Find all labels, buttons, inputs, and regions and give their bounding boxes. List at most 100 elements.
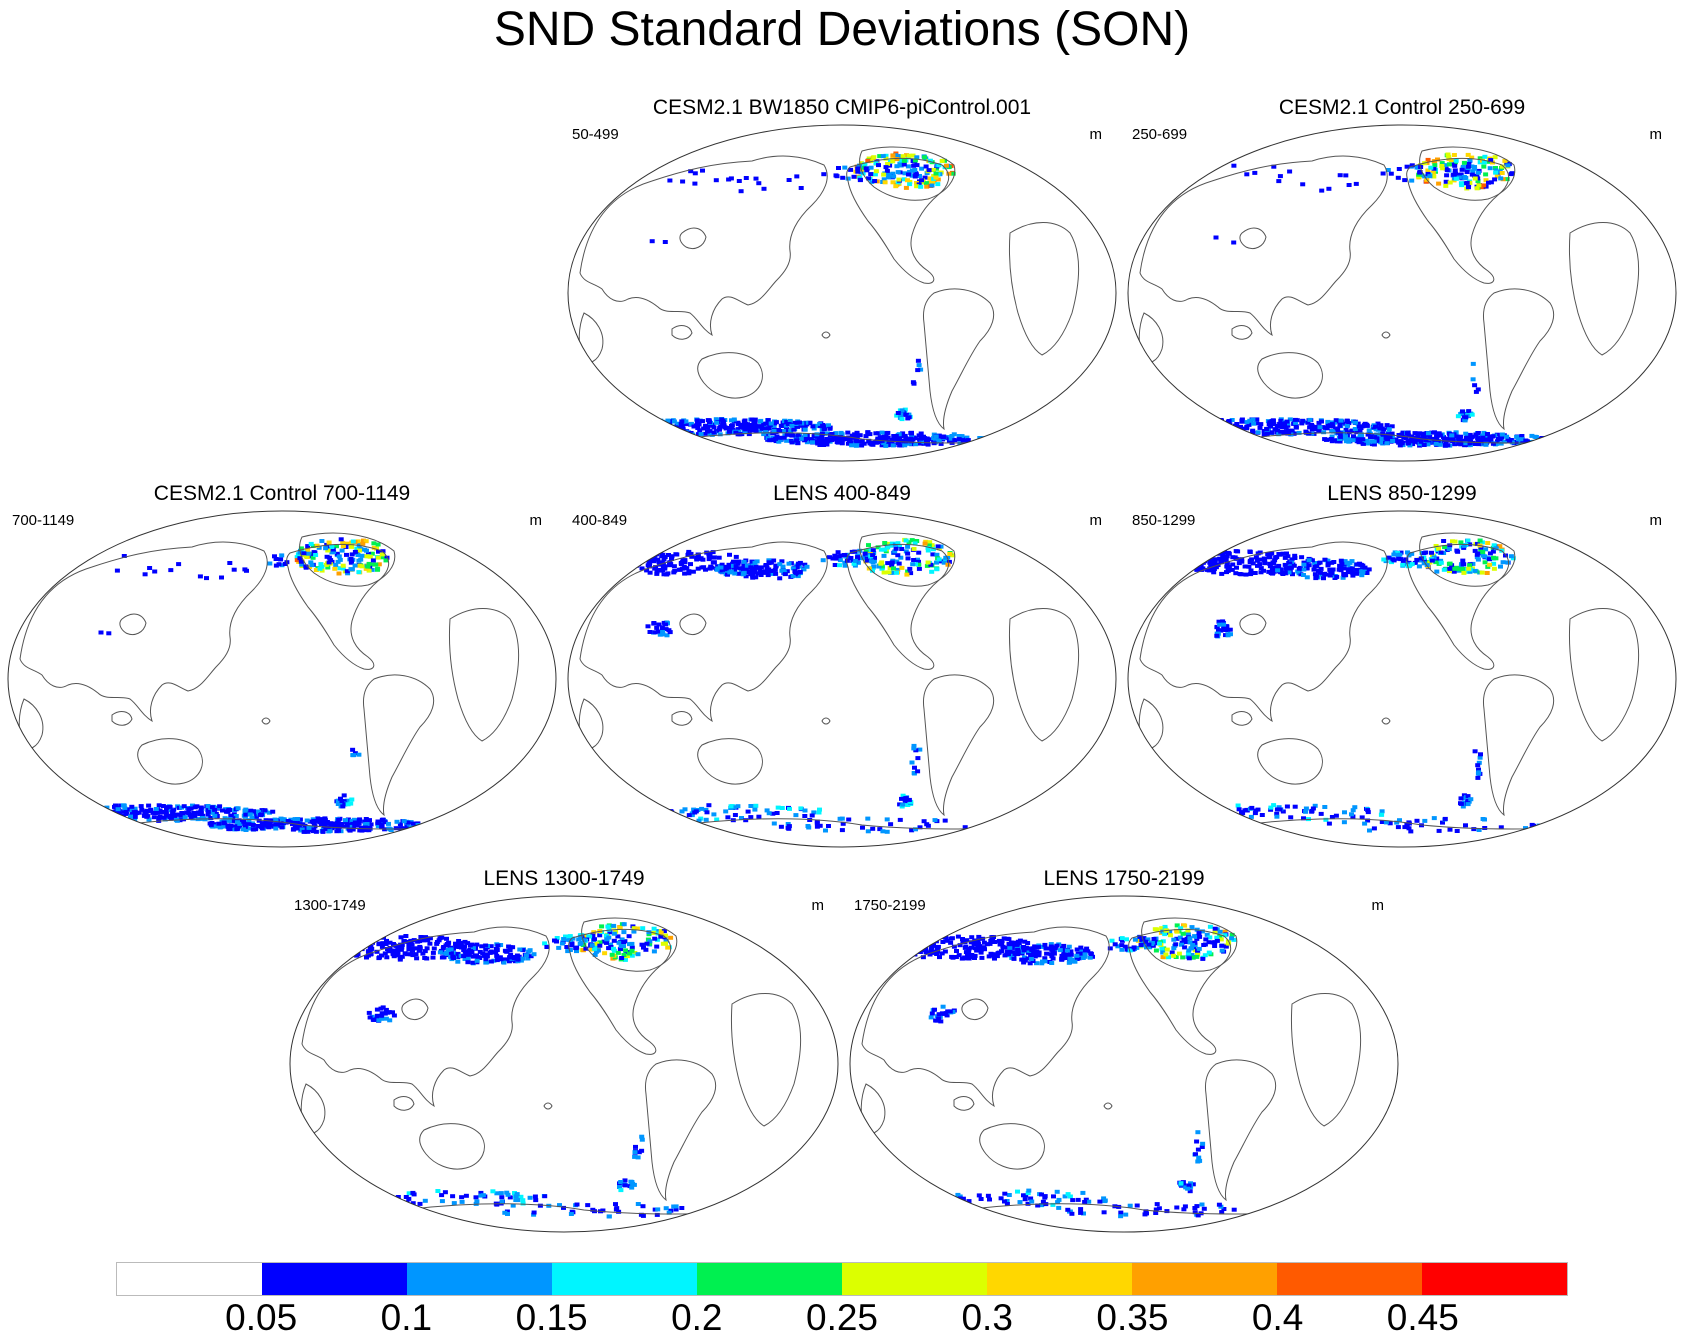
snow-cell	[1164, 422, 1170, 427]
snow-cell	[314, 543, 320, 548]
snow-cell	[218, 825, 224, 829]
snow-cell	[1462, 181, 1468, 186]
snow-cell	[1344, 424, 1350, 428]
snow-cell	[1250, 561, 1256, 566]
coastline	[286, 544, 390, 670]
snow-cell	[1310, 806, 1316, 811]
snow-cell	[736, 429, 742, 434]
snow-cell	[885, 561, 891, 566]
snow-cell	[1447, 569, 1452, 574]
snow-cell	[642, 429, 648, 434]
snow-cell	[1284, 804, 1290, 809]
snow-cell	[1288, 815, 1294, 820]
snow-cell	[1391, 552, 1397, 557]
snow-cell	[592, 946, 598, 951]
snow-cell	[1227, 817, 1233, 822]
snow-cell	[654, 944, 660, 949]
snow-cell	[1405, 441, 1411, 446]
coastlines	[578, 146, 1079, 446]
snow-cell	[334, 544, 339, 549]
snow-cell	[1491, 561, 1497, 566]
snow-cell	[1070, 1198, 1076, 1203]
snow-cell	[1346, 421, 1352, 426]
snow-cell	[357, 943, 363, 948]
snow-cell	[779, 559, 785, 564]
snow-cell	[574, 945, 580, 950]
snow-cell	[1338, 565, 1344, 570]
snow-cell	[504, 1190, 510, 1195]
snow-cell	[748, 804, 754, 808]
snow-cell	[338, 796, 343, 801]
snow-cell	[901, 162, 907, 167]
snow-cell	[391, 1013, 397, 1018]
snow-cell	[368, 952, 374, 957]
snow-cell	[944, 938, 950, 943]
snow-cell	[773, 564, 779, 569]
snow-cell	[1509, 440, 1515, 445]
snow-cell	[1222, 933, 1228, 938]
map-panel: LENS 1750-2199 1750-2199 m	[844, 866, 1404, 1234]
snow-cell	[1248, 572, 1254, 577]
snow-cell	[1454, 434, 1460, 439]
snow-cell	[367, 1015, 373, 1020]
snow-cell	[505, 1192, 511, 1197]
snow-cell	[488, 949, 494, 954]
snow-cell	[1384, 423, 1390, 428]
snow-cell	[1230, 555, 1236, 560]
snow-cell	[692, 810, 698, 815]
snow-cell	[1475, 436, 1481, 441]
snow-cell	[1177, 420, 1182, 425]
snow-cell	[1262, 561, 1268, 566]
snow-cell	[50, 810, 56, 815]
snow-cell	[225, 818, 231, 823]
snow-cell	[931, 943, 936, 948]
snow-cell	[634, 554, 640, 559]
snow-cell	[913, 562, 918, 567]
snow-cell	[1320, 425, 1326, 430]
snow-cell	[1339, 561, 1345, 566]
snow-cell	[627, 429, 633, 434]
snow-cell	[1409, 437, 1415, 441]
coastline	[1381, 331, 1391, 339]
snow-cell	[378, 1197, 383, 1201]
snow-cell	[802, 433, 808, 437]
snow-cell	[478, 1193, 484, 1198]
snow-cell	[1014, 944, 1020, 949]
snow-cell	[1474, 555, 1480, 560]
snow-cell	[40, 812, 46, 817]
snow-cell	[563, 934, 568, 939]
snow-cell	[849, 443, 855, 448]
snow-cell	[1352, 427, 1358, 431]
snow-cell	[934, 560, 939, 565]
snow-cell	[1229, 936, 1235, 941]
snow-cell	[96, 808, 102, 813]
snow-cell	[888, 822, 894, 827]
snow-cell	[885, 430, 891, 435]
snow-cell	[370, 1017, 376, 1022]
snow-cell	[1312, 561, 1318, 565]
snow-cell	[765, 418, 771, 423]
snow-cell	[1475, 557, 1481, 562]
snow-cell	[1353, 181, 1359, 186]
snow-cell	[1458, 801, 1464, 806]
snow-cell	[1466, 566, 1472, 571]
snow-cell	[763, 427, 769, 431]
snow-cell	[1480, 435, 1486, 440]
snow-cell	[1353, 420, 1358, 425]
snow-cell	[396, 1200, 402, 1205]
snow-cell	[1347, 560, 1353, 565]
snow-cell	[1215, 426, 1221, 431]
snow-cell	[1210, 810, 1216, 815]
snow-cell	[474, 958, 480, 963]
snow-cell	[662, 240, 668, 244]
snow-cell	[517, 947, 523, 952]
snow-cell	[611, 931, 617, 936]
snow-cell	[827, 426, 833, 431]
snow-cell	[749, 417, 755, 422]
snow-cell	[1479, 570, 1485, 575]
snow-cell	[992, 956, 997, 961]
snow-cell	[668, 419, 674, 424]
snow-cell	[1153, 809, 1159, 814]
snow-cell	[632, 951, 638, 955]
snow-cell	[1510, 556, 1516, 561]
